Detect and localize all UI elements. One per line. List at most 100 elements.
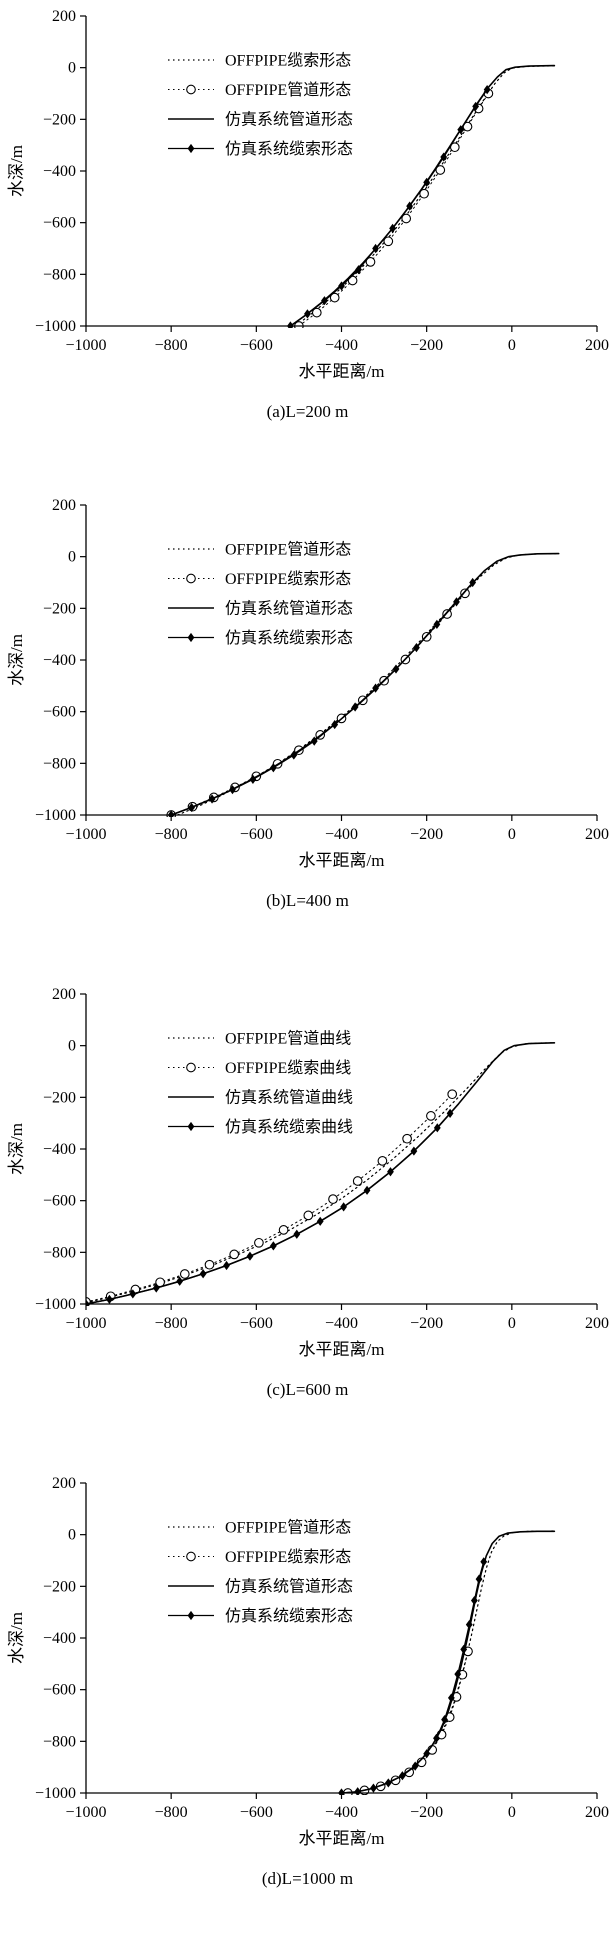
series-circle-dotted <box>166 588 470 817</box>
svg-text:0: 0 <box>508 337 516 354</box>
legend-label: 仿真系统管道形态 <box>225 111 353 129</box>
chart-svg-2: −1000 −800 −600 −400 −200 0 200 200 0 −200 −400 −60… <box>7 986 609 1359</box>
x-axis-label: 水平距离/m <box>299 851 385 870</box>
svg-text:−1000: −1000 <box>35 1785 76 1802</box>
svg-text:200: 200 <box>52 497 76 514</box>
series-group <box>86 1042 556 1306</box>
svg-text:−400: −400 <box>43 1630 76 1647</box>
svg-text:−200: −200 <box>410 1804 443 1821</box>
svg-text:−600: −600 <box>43 215 76 232</box>
chart-c-caption: (c)L=600 m <box>266 1380 349 1399</box>
legend-label: 仿真系统缆索曲线 <box>225 1118 353 1136</box>
svg-text:−1000: −1000 <box>65 1804 106 1821</box>
y-axis-label: 水深/m <box>7 1612 26 1664</box>
svg-text:0: 0 <box>68 1038 76 1055</box>
chart-svg-3: −1000 −800 −600 −400 −200 0 200 200 0 −200 −400 −60… <box>7 1475 609 1848</box>
axes <box>80 15 598 332</box>
svg-text:−200: −200 <box>410 337 443 354</box>
x-tick-labels: −1000 −800 −600 −400 −200 0 200 <box>65 826 609 843</box>
svg-text:−1000: −1000 <box>65 1315 106 1332</box>
svg-text:−200: −200 <box>410 826 443 843</box>
svg-text:200: 200 <box>585 1804 609 1821</box>
svg-text:−200: −200 <box>43 600 76 617</box>
svg-text:−400: −400 <box>325 1804 358 1821</box>
series-group <box>287 64 556 328</box>
series-dotted <box>346 1530 556 1794</box>
legend-label: OFFPIPE管道形态 <box>225 541 351 559</box>
legend-label: 仿真系统缆索形态 <box>225 1607 353 1625</box>
svg-text:200: 200 <box>585 826 609 843</box>
legend-label: 仿真系统缆索形态 <box>225 629 353 647</box>
legend-item: OFFPIPE缆索形态 <box>168 570 351 588</box>
svg-text:−600: −600 <box>240 1315 273 1332</box>
svg-text:−400: −400 <box>43 652 76 669</box>
svg-text:−800: −800 <box>155 1804 188 1821</box>
legend-label: 仿真系统缆索形态 <box>225 140 353 158</box>
legend-item: OFFPIPE管道曲线 <box>168 1030 351 1048</box>
y-tick-labels: 200 0 −200 −400 −600 −800 −1000 <box>35 1475 76 1802</box>
chart-panel-c: −1000 −800 −600 −400 −200 0 200 200 0 −200 −400 −60… <box>0 978 615 1467</box>
svg-text:−200: −200 <box>410 1315 443 1332</box>
svg-text:−600: −600 <box>43 1193 76 1210</box>
y-tick-labels: 200 0 −200 −400 −600 −800 −1000 <box>35 8 76 335</box>
svg-text:−800: −800 <box>43 1244 76 1261</box>
chart-c-plot: −1000 −800 −600 −400 −200 0 200 200 0 −200 −400 −60… <box>0 978 615 1467</box>
series-diamond-solid <box>167 577 477 817</box>
svg-text:−1000: −1000 <box>35 318 76 335</box>
chart-a-caption: (a)L=200 m <box>266 402 349 421</box>
svg-text:−400: −400 <box>43 1141 76 1158</box>
svg-text:−200: −200 <box>43 1089 76 1106</box>
legend-item: OFFPIPE管道形态 <box>168 1519 351 1537</box>
legend-item: 仿真系统管道形态 <box>168 600 353 618</box>
svg-text:−1000: −1000 <box>65 337 106 354</box>
legend-label: OFFPIPE缆索形态 <box>225 52 351 70</box>
chart-a-plot: −1000 −800 −600 −400 −200 0 200 200 0 −200 −400 −60… <box>0 0 615 489</box>
svg-text:−800: −800 <box>155 337 188 354</box>
legend-item: 仿真系统管道曲线 <box>168 1089 353 1107</box>
svg-text:−800: −800 <box>155 826 188 843</box>
svg-text:−800: −800 <box>43 755 76 772</box>
x-tick-labels: −1000 −800 −600 −400 −200 0 200 <box>65 1315 609 1332</box>
chart-b-caption: (b)L=400 m <box>266 891 349 910</box>
svg-text:−200: −200 <box>43 1578 76 1595</box>
y-tick-labels: 200 0 −200 −400 −600 −800 −1000 <box>35 497 76 824</box>
x-axis-label: 水平距离/m <box>299 362 385 381</box>
svg-text:0: 0 <box>68 60 76 77</box>
series-dotted <box>177 552 560 816</box>
series-solid <box>170 552 560 816</box>
svg-text:−400: −400 <box>325 1315 358 1332</box>
x-tick-labels: −1000 −800 −600 −400 −200 0 200 <box>65 1804 609 1821</box>
chart-panel-d: −1000 −800 −600 −400 −200 0 200 200 0 −200 −400 −60… <box>0 1467 615 1956</box>
legend-label: OFFPIPE缆索形态 <box>225 1548 351 1566</box>
svg-text:−400: −400 <box>325 826 358 843</box>
series-solid <box>340 1530 556 1794</box>
chart-d-caption: (d)L=1000 m <box>261 1869 354 1888</box>
legend-item: 仿真系统管道形态 <box>168 1578 353 1596</box>
svg-text:−1000: −1000 <box>35 807 76 824</box>
svg-text:−800: −800 <box>155 1315 188 1332</box>
legend-item: 仿真系统缆索形态 <box>168 629 353 647</box>
series-group <box>166 552 560 817</box>
legend-label: OFFPIPE管道形态 <box>225 1519 351 1537</box>
legend-label: OFFPIPE管道曲线 <box>225 1030 351 1048</box>
chart-svg-0: −1000 −800 −600 −400 −200 0 200 200 0 −200 −400 −60… <box>7 8 609 381</box>
chart-d-plot: −1000 −800 −600 −400 −200 0 200 200 0 −200 −400 −60… <box>0 1467 615 1956</box>
svg-text:0: 0 <box>68 1527 76 1544</box>
x-axis-label: 水平距离/m <box>299 1340 385 1359</box>
svg-text:200: 200 <box>585 337 609 354</box>
y-axis-label: 水深/m <box>7 145 26 197</box>
legend-item: 仿真系统缆索形态 <box>168 140 353 158</box>
svg-text:200: 200 <box>585 1315 609 1332</box>
series-circle-dotted <box>343 1646 473 1795</box>
svg-text:0: 0 <box>508 1804 516 1821</box>
series-diamond-solid <box>86 1108 454 1306</box>
svg-text:−1000: −1000 <box>65 826 106 843</box>
legend-label: OFFPIPE缆索曲线 <box>225 1059 351 1077</box>
legend-item: OFFPIPE管道形态 <box>168 81 351 99</box>
legend-label: 仿真系统管道形态 <box>225 600 353 618</box>
